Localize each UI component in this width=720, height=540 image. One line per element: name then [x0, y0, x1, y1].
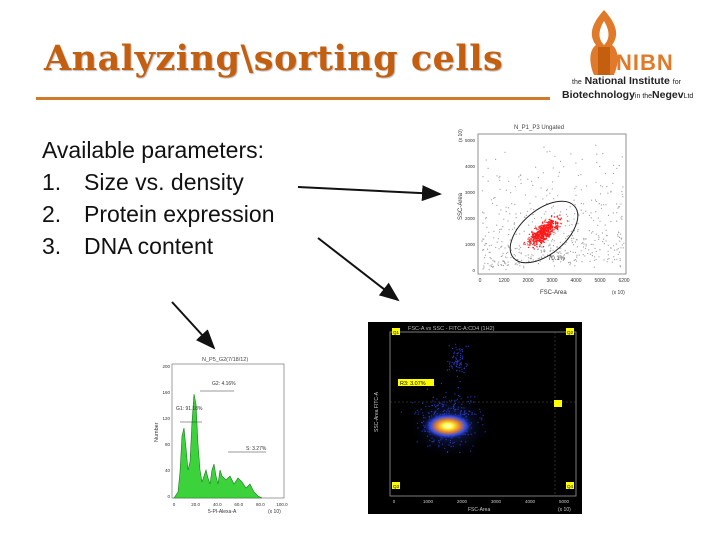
hist-x-tick: 0 — [173, 502, 176, 507]
hist-title: N_P5_G2(7/18/12) — [202, 357, 248, 363]
quadrant-q2: Q2 — [567, 330, 574, 335]
logo-tagline-1: the National Institute for — [572, 75, 681, 87]
scatter-title: N_P1_P3 Ungated — [514, 125, 564, 131]
density-plot: FSC-A vs SSC - FITC-A:CD4 (1H2) R3: 3.07… — [368, 322, 582, 514]
quadrant-q1: Q1 — [393, 330, 400, 335]
hist-dna-distribution — [173, 393, 263, 499]
histogram-plot: N_P5_G2(7/18/12) G1: 91.18% G2: 4.16% S:… — [150, 352, 288, 516]
scatter-y-tick: 1000 — [465, 242, 476, 247]
scatter-x-tick: 1200 — [498, 278, 509, 284]
logo-tagline-2: Biotechnologyin theNegevLtd — [562, 89, 694, 101]
scatter-x-exp: (x 10) — [612, 290, 625, 296]
arrow-size-density — [297, 185, 442, 202]
histogram-figure: N_P5_G2(7/18/12) G1: 91.18% G2: 4.16% S:… — [150, 352, 288, 516]
scatter-plot: N_P1_P3 Ungated 70.1% SSC-Area (x 10) FS… — [452, 120, 632, 296]
title-underline — [36, 97, 550, 100]
hist-x-tick: 100.0 — [276, 502, 288, 507]
gate-p1-pct: 70.1% — [548, 256, 566, 262]
scatter-y-tick: 3000 — [465, 190, 476, 195]
density-title: FSC-A vs SSC - FITC-A:CD4 (1H2) — [408, 326, 495, 332]
scatter-y-tick: 0 — [472, 268, 475, 273]
quadrant-q4: Q4 — [567, 484, 574, 489]
quadrant-q3: Q3 — [393, 484, 400, 489]
density-x-tick: 4000 — [525, 499, 536, 504]
density-x-tick: 3000 — [491, 499, 502, 504]
list-item: 2. Protein expression — [42, 201, 275, 227]
scatter-x-tick: 0 — [479, 278, 482, 284]
hist-x-tick: 20.0 — [191, 502, 200, 507]
density-x-tick: 0 — [393, 499, 396, 504]
density-plot-figure: FSC-A vs SSC - FITC-A:CD4 (1H2) R3: 3.07… — [368, 322, 582, 514]
list-intro: Available parameters: — [42, 137, 265, 163]
hist-xlabel: 5-PI-Alexa-A — [208, 509, 237, 515]
gate-g2: G2: 4.16% — [212, 381, 236, 387]
scatter-ylabel: SSC-Area — [458, 192, 464, 220]
scatter-points — [481, 144, 625, 271]
list-item: 1. Size vs. density — [42, 169, 244, 195]
hist-x-tick: 60.0 — [234, 502, 243, 507]
hist-y-tick: 120 — [162, 416, 170, 421]
scatter-y-exp: (x 10) — [458, 129, 464, 142]
hist-y-tick: 40 — [165, 468, 171, 473]
density-x-tick: 2000 — [457, 499, 468, 504]
hist-y-tick: 0 — [167, 494, 170, 499]
hist-y-tick: 200 — [162, 364, 170, 369]
scatter-frame — [477, 133, 627, 275]
parameter-list: Available parameters: 1. Size vs. density… — [42, 134, 275, 262]
density-x-exp: (x 10) — [558, 507, 571, 513]
gate-p1 — [509, 200, 579, 264]
hist-x-exp: (x 10) — [268, 509, 281, 515]
density-x-tick: 1000 — [423, 499, 434, 504]
scatter-plot-figure: N_P1_P3 Ungated 70.1% SSC-Area (x 10) FS… — [452, 120, 632, 296]
arrow-dna — [171, 301, 216, 350]
density-core — [422, 412, 474, 440]
hist-x-tick: 40.0 — [213, 502, 222, 507]
density-frame — [389, 331, 577, 497]
scatter-x-tick: 4000 — [570, 278, 581, 284]
slide-title: Analyzing\sorting cells — [44, 38, 504, 79]
gate-r3: R3: 3.07% — [400, 381, 426, 387]
density-x-tick: 5000 — [559, 499, 570, 504]
density-ylabel: SSC-Area FITC-A — [374, 391, 380, 432]
flame-emblem-icon — [590, 10, 618, 75]
gate-r3-box — [398, 379, 434, 386]
hist-ylabel: Number — [154, 422, 160, 442]
list-item: 3. DNA content — [42, 233, 214, 259]
scatter-x-tick: 3000 — [546, 278, 557, 284]
logo-name: NIBN — [616, 50, 674, 75]
scatter-x-tick: 6200 — [618, 278, 629, 284]
scatter-y-tick: 4000 — [465, 164, 476, 169]
scatter-x-tick: 2000 — [522, 278, 533, 284]
gate-s: S: 3.27% — [246, 446, 267, 452]
hist-y-tick: 80 — [165, 442, 171, 447]
scatter-y-tick: 2000 — [465, 216, 476, 221]
nibn-logo: NIBN the National Institute for Biotechn… — [560, 5, 716, 105]
arrow-protein — [317, 237, 400, 302]
hist-y-tick: 160 — [162, 390, 170, 395]
hist-x-tick: 80.0 — [256, 502, 265, 507]
scatter-y-tick: 5000 — [465, 138, 476, 143]
scatter-xlabel: FSC-Area — [540, 290, 567, 296]
density-xlabel: FSC-Area — [468, 507, 490, 513]
gate-g1: G1: 91.18% — [176, 406, 203, 412]
scatter-x-tick: 5000 — [594, 278, 605, 284]
